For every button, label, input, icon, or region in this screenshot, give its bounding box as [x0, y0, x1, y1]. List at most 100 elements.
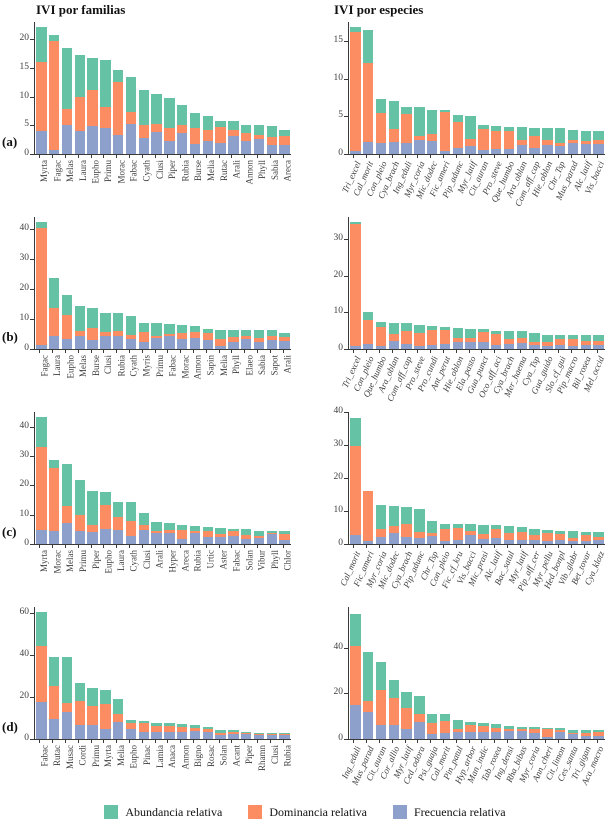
bar — [426, 412, 439, 544]
x-axis-labels: Fagac Laura Eupho Melas Burse Clusi Rubia Cyath… — [34, 350, 293, 408]
bar-segment — [362, 652, 374, 702]
y-tick-mark — [344, 312, 348, 314]
bar-segment — [516, 331, 527, 339]
bar-segment — [266, 734, 277, 736]
bar-segment — [279, 734, 290, 736]
bar-segment — [164, 722, 175, 727]
bar-segment — [375, 724, 387, 739]
bar-segment — [490, 344, 502, 349]
bar-segment — [253, 342, 265, 349]
bar — [253, 412, 266, 544]
x-tick-label: Rubia — [175, 155, 190, 213]
bar — [61, 22, 74, 154]
legend-label: Dominancia relativa — [269, 804, 367, 819]
bar-segment — [478, 328, 489, 333]
bar-segment — [554, 339, 566, 346]
x-tick-label: Fic_ameri — [351, 545, 375, 603]
bar-segment — [478, 533, 489, 539]
bar — [227, 22, 240, 154]
bar-segment — [176, 333, 188, 340]
panel-letter-c: (c) — [2, 524, 17, 539]
bar — [362, 217, 375, 349]
y-tick-mark — [30, 739, 34, 740]
bar-segment — [426, 713, 438, 723]
bar-segment — [426, 141, 438, 154]
bar-segment — [215, 734, 226, 739]
bar — [176, 22, 189, 154]
bar-segment — [100, 505, 111, 530]
bar — [400, 412, 413, 544]
bar-segment — [350, 223, 361, 347]
x-tick-label: Aster — [213, 545, 229, 603]
bar-segment — [125, 720, 137, 724]
bar-segment — [151, 94, 162, 124]
y-tick-mark — [30, 514, 34, 516]
bar — [490, 607, 503, 739]
bar-segment — [189, 531, 201, 534]
y-tick-label: 40 — [19, 649, 30, 660]
bar-segment — [189, 731, 201, 739]
chart-c-especies: 0 10 20 30 40 Cal_morit Fic_ameri Myr_coria Mic_… — [320, 406, 606, 607]
bar-segment — [151, 726, 162, 732]
bar-segment — [138, 721, 149, 723]
bar-segment — [414, 696, 425, 714]
y-tick-mark — [344, 739, 348, 740]
x-tick-label: Burse — [85, 350, 101, 408]
x-tick-label: Cal_morit — [351, 155, 375, 213]
bar-segment — [36, 61, 47, 132]
bar-segment — [48, 685, 60, 720]
bar — [413, 412, 426, 544]
bar-segment — [465, 138, 476, 146]
bar — [349, 217, 362, 349]
y-tick-label: 10 — [333, 505, 344, 515]
y-tick-mark — [344, 78, 348, 80]
y-tick-label: 20 — [333, 269, 344, 280]
bar-segment — [567, 335, 579, 340]
bar-segment — [465, 524, 476, 532]
right-column-title: IVI por especies — [334, 2, 424, 17]
bar — [451, 22, 464, 154]
x-tick-label: Melia — [213, 350, 229, 408]
x-tick-label: Eupho — [85, 155, 101, 213]
bar-segment — [176, 731, 188, 739]
x-tick-label: Laura — [47, 350, 62, 408]
y-tick-label: 30 — [19, 253, 30, 263]
x-tick-label: Melas — [60, 545, 75, 603]
x-tick-label: Rutac — [213, 155, 229, 213]
bar-segment — [375, 321, 387, 328]
y-tick-label: 10 — [333, 306, 344, 317]
x-tick-label: Ing_eduli — [391, 155, 414, 213]
bar-segment — [61, 523, 73, 544]
x-tick-label: Cit_auran — [466, 155, 491, 213]
bar — [201, 217, 214, 349]
bar-segment — [215, 329, 226, 340]
bar-segment — [503, 731, 515, 739]
frecuencia-swatch-icon — [392, 805, 407, 819]
bar — [579, 607, 592, 739]
bar — [150, 22, 163, 154]
bar-segment — [112, 722, 124, 739]
y-tick-label: 60 — [19, 607, 30, 618]
bar-segment — [253, 138, 265, 154]
bar-segment — [253, 732, 265, 734]
bar-segment — [426, 329, 438, 345]
bar — [490, 412, 503, 544]
bar-segment — [375, 142, 387, 154]
y-tick-label: 0 — [24, 148, 29, 158]
bar-segment — [228, 734, 239, 739]
bar-segment — [228, 329, 239, 337]
bar-segment — [401, 106, 412, 115]
bar-segment — [580, 730, 591, 734]
bar — [278, 22, 291, 154]
bar — [86, 22, 99, 154]
x-tick-label: Gua_punct — [465, 350, 491, 408]
bar-segment — [503, 149, 515, 154]
x-tick-label: Com_aff_cap — [385, 350, 414, 408]
bar-segment — [228, 130, 239, 137]
y-tick-label: 0 — [24, 343, 29, 353]
bar-segment — [529, 135, 540, 148]
x-tick-label: Annon — [175, 740, 190, 798]
bar-segment — [240, 734, 252, 739]
bar-segment — [439, 111, 451, 151]
x-tick-label: Urtic — [200, 545, 216, 603]
